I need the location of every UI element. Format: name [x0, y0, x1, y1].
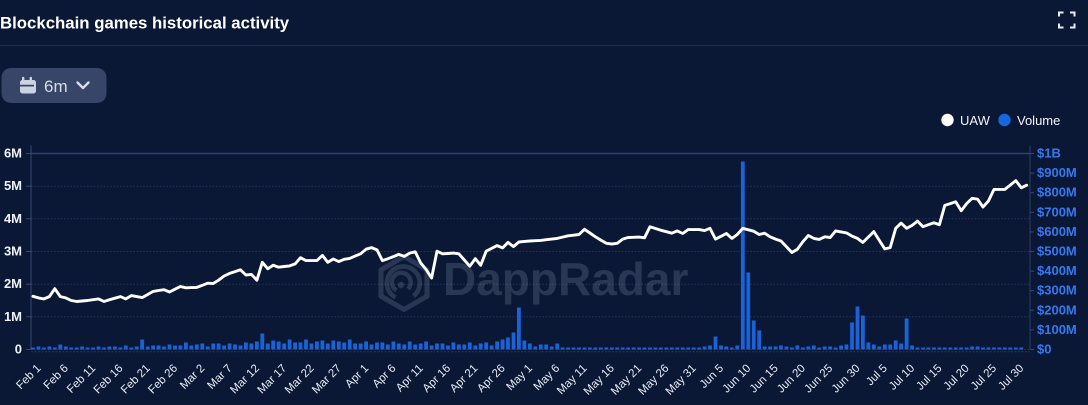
- svg-text:4M: 4M: [4, 211, 22, 226]
- svg-text:DappRadar: DappRadar: [443, 253, 688, 305]
- svg-text:5M: 5M: [4, 178, 22, 193]
- svg-text:1M: 1M: [4, 309, 22, 324]
- svg-text:3M: 3M: [4, 244, 22, 259]
- svg-text:$100M: $100M: [1037, 322, 1077, 337]
- svg-text:$500M: $500M: [1037, 244, 1077, 259]
- svg-text:6m: 6m: [44, 77, 68, 96]
- svg-text:UAW: UAW: [960, 113, 991, 128]
- svg-text:Volume: Volume: [1017, 113, 1060, 128]
- svg-text:2M: 2M: [4, 276, 22, 291]
- svg-text:6M: 6M: [4, 146, 22, 161]
- svg-text:$400M: $400M: [1037, 263, 1077, 278]
- svg-text:$300M: $300M: [1037, 283, 1077, 298]
- svg-text:$1B: $1B: [1037, 146, 1061, 161]
- svg-text:Blockchain games historical ac: Blockchain games historical activity: [0, 14, 290, 33]
- svg-text:$200M: $200M: [1037, 302, 1077, 317]
- svg-text:$0: $0: [1037, 342, 1051, 357]
- svg-text:$700M: $700M: [1037, 204, 1077, 219]
- svg-text:$800M: $800M: [1037, 185, 1077, 200]
- svg-text:$600M: $600M: [1037, 224, 1077, 239]
- svg-text:$900M: $900M: [1037, 165, 1077, 180]
- svg-text:0: 0: [15, 342, 22, 357]
